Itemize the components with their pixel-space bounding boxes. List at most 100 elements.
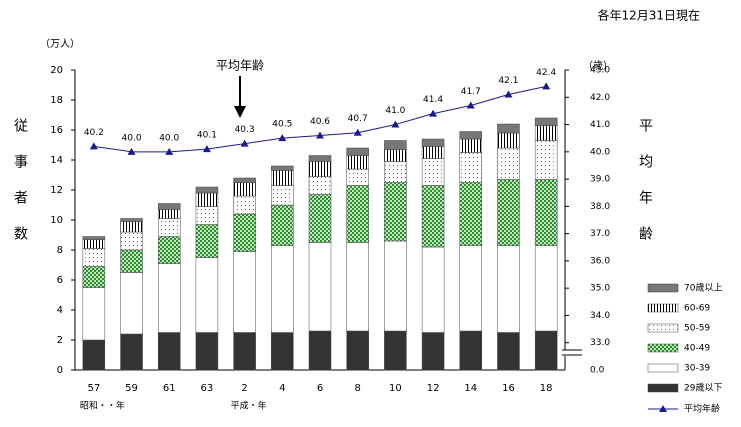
legend-swatch bbox=[647, 303, 679, 313]
bar-segment bbox=[459, 138, 483, 153]
data-label: 40.0 bbox=[122, 133, 142, 143]
line-marker bbox=[127, 147, 136, 155]
bar-segment bbox=[421, 246, 445, 333]
bar-segment bbox=[233, 182, 256, 197]
era-label: 昭和・・年 bbox=[80, 400, 125, 412]
y2-break-label: 0.0 bbox=[590, 366, 605, 376]
legend-swatch bbox=[647, 363, 679, 373]
bar-segment bbox=[195, 186, 219, 194]
era-label: 平成・年 bbox=[231, 400, 267, 412]
bar-segment bbox=[459, 245, 483, 332]
bar-segment bbox=[497, 132, 520, 149]
line-marker bbox=[391, 120, 400, 128]
bar-segment bbox=[421, 138, 445, 147]
x-tick-label: 61 bbox=[163, 383, 176, 394]
y2-tick-label: 33.0 bbox=[590, 338, 610, 348]
data-label: 41.0 bbox=[385, 106, 405, 116]
y2-tick-label: 34.0 bbox=[590, 311, 610, 321]
bar-segment bbox=[534, 245, 558, 332]
bar-segment bbox=[82, 339, 106, 371]
legend-label: 29歳以下 bbox=[684, 382, 722, 394]
bar-segment bbox=[157, 332, 181, 371]
y-tick-label: 18 bbox=[50, 95, 63, 106]
bar-segment bbox=[534, 179, 558, 246]
bar-segment bbox=[120, 333, 143, 371]
bar-segment bbox=[233, 195, 256, 215]
bar-segment bbox=[195, 257, 219, 333]
bar-segment bbox=[346, 147, 369, 156]
line-marker bbox=[542, 82, 551, 90]
bar-segment bbox=[534, 140, 558, 180]
bar-segment bbox=[384, 161, 407, 183]
data-label: 40.7 bbox=[348, 114, 368, 124]
data-label: 41.7 bbox=[461, 87, 481, 97]
data-label: 40.5 bbox=[272, 120, 292, 130]
bar-segment bbox=[157, 263, 181, 333]
bar-segment bbox=[497, 332, 520, 371]
line-marker bbox=[429, 109, 438, 117]
y-tick-label: 8 bbox=[57, 245, 63, 256]
line-marker bbox=[278, 134, 287, 142]
line-marker bbox=[353, 128, 362, 136]
data-label: 40.1 bbox=[197, 131, 217, 141]
x-tick-label: 2 bbox=[241, 383, 247, 394]
y-tick-label: 0 bbox=[57, 365, 63, 376]
legend-marker bbox=[659, 405, 667, 412]
y2-unit: （歳） bbox=[583, 60, 613, 72]
legend-label: 70歳以上 bbox=[684, 282, 722, 294]
data-label: 40.6 bbox=[310, 117, 330, 127]
bar-segment bbox=[346, 185, 369, 243]
bar-segment bbox=[384, 140, 407, 150]
bar-segment bbox=[82, 239, 106, 249]
bar-segment bbox=[497, 245, 520, 333]
x-tick-label: 59 bbox=[125, 383, 138, 394]
bar-segment bbox=[233, 177, 256, 183]
legend-label: 平均年齢 bbox=[684, 403, 720, 415]
y2-tick-label: 35.0 bbox=[590, 284, 610, 294]
legend-swatch bbox=[647, 383, 679, 393]
bar-segment bbox=[421, 158, 445, 186]
legend-swatch bbox=[647, 323, 679, 333]
bar-segment bbox=[271, 204, 294, 246]
bar-segment bbox=[346, 168, 369, 186]
legend-label: 60-69 bbox=[684, 304, 710, 314]
bar-segment bbox=[497, 123, 520, 134]
y-tick-label: 14 bbox=[50, 155, 63, 166]
bar-segment bbox=[534, 125, 558, 141]
data-label: 42.4 bbox=[536, 68, 556, 78]
bar-segment bbox=[120, 272, 143, 335]
bar-segment bbox=[384, 149, 407, 162]
y2-tick-label: 37.0 bbox=[590, 229, 610, 239]
y-unit: （万人） bbox=[40, 38, 80, 50]
legend-label: 30-39 bbox=[684, 364, 710, 374]
y-tick-label: 12 bbox=[50, 185, 63, 196]
bar-segment bbox=[534, 330, 558, 371]
x-tick-label: 63 bbox=[201, 383, 214, 394]
bar-segment bbox=[421, 146, 445, 159]
bar-segment bbox=[195, 332, 219, 371]
axis-break-gap bbox=[560, 350, 574, 356]
bar-segment bbox=[271, 170, 294, 186]
y-axis-label: 従事者数 bbox=[12, 118, 28, 262]
bar-segment bbox=[308, 330, 332, 371]
bar-segment bbox=[233, 213, 256, 252]
bar-segment bbox=[271, 332, 294, 371]
bar-segment bbox=[271, 165, 294, 171]
bar-segment bbox=[82, 236, 106, 240]
data-label: 40.2 bbox=[84, 128, 104, 138]
bar-segment bbox=[421, 185, 445, 248]
bar-segment bbox=[497, 147, 520, 180]
legend-swatch bbox=[647, 343, 679, 353]
x-tick-label: 18 bbox=[540, 383, 553, 394]
bar-segment bbox=[157, 236, 181, 264]
annotation-arrowhead bbox=[234, 106, 246, 118]
annotation: 平均年齢 bbox=[216, 58, 264, 73]
bar-segment bbox=[459, 182, 483, 246]
bar-segment bbox=[157, 203, 181, 210]
legend-swatch bbox=[647, 283, 679, 293]
y-tick-label: 10 bbox=[50, 215, 63, 226]
bar-segment bbox=[459, 330, 483, 371]
line-marker bbox=[240, 139, 249, 147]
bar-segment bbox=[233, 251, 256, 333]
